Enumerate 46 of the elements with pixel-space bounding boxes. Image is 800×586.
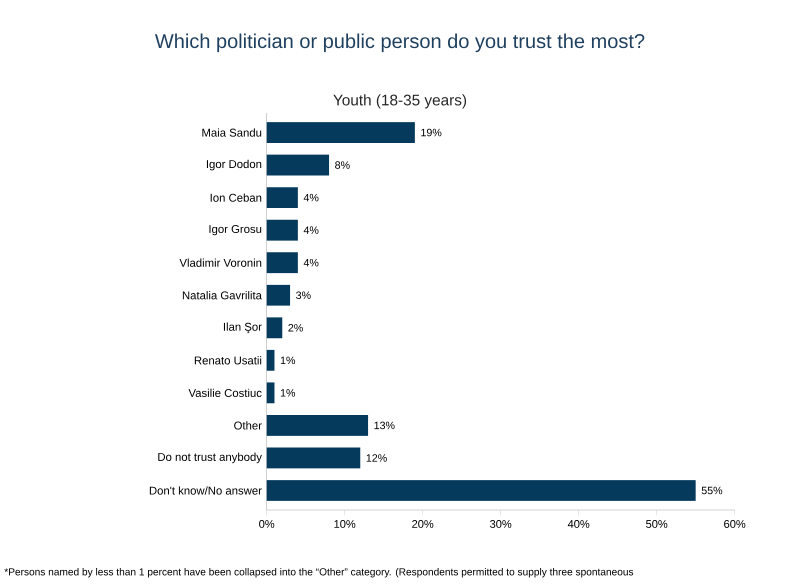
bar <box>266 317 282 338</box>
bar <box>266 122 415 143</box>
y-tick-label: Igor Dodon <box>206 160 262 170</box>
data-label: 13% <box>374 422 395 430</box>
data-label: 1% <box>280 356 296 364</box>
text: *Persons named by less than 1 percent have been collapsed into the “Other” category. (Respondents permitted to supply three spontaneous <box>4 568 634 578</box>
y-tick-label: Igor Grosu <box>209 225 262 236</box>
y-tick-label: Vladimir Voronin <box>179 258 262 267</box>
data-label: 4% <box>304 226 318 234</box>
y-tick-label: Do not trust anybody <box>158 452 262 464</box>
bar <box>266 480 696 501</box>
bar <box>266 350 274 371</box>
bar <box>266 154 330 176</box>
chart-subtitle: Youth (18-35 years) <box>333 94 466 109</box>
x-tick-label: 10% <box>334 520 356 528</box>
data-label: 55% <box>702 486 722 494</box>
x-tick-label: 20% <box>412 520 434 528</box>
y-tick-label: Other <box>234 421 262 430</box>
bar <box>266 382 274 404</box>
x-tick-label: 0% <box>259 520 274 528</box>
x-tick-label: 60% <box>724 520 746 528</box>
y-tick-label: Don't know/No answer <box>150 486 262 495</box>
bar <box>266 252 298 274</box>
y-tick-label: Ion Ceban <box>210 193 262 202</box>
y-tick-label: Renato Usatii <box>194 356 262 364</box>
data-label: 8% <box>335 161 350 169</box>
data-label: 12% <box>366 454 387 462</box>
x-tick-label: 50% <box>646 520 668 528</box>
data-label: 2% <box>288 324 303 332</box>
y-tick-label: Natalia Gavrilita <box>182 291 262 300</box>
chart-title: Which politician or public person do you trust the most? <box>154 34 644 52</box>
bar <box>266 448 360 468</box>
y-tick-label: Vasilie Costiuc <box>188 388 262 398</box>
data-label: 3% <box>296 291 311 300</box>
bar <box>266 284 290 306</box>
bar <box>266 414 368 436</box>
bar <box>266 187 298 208</box>
y-tick-label: Maia Sandu <box>202 128 262 137</box>
bar <box>266 220 298 241</box>
data-label: 4% <box>304 194 318 202</box>
y-tick-label: Ilan Şor <box>224 322 262 334</box>
data-label: 19% <box>421 128 442 136</box>
data-label: 1% <box>280 389 296 397</box>
x-tick-label: 40% <box>568 520 590 528</box>
data-label: 4% <box>304 258 318 266</box>
x-tick-label: 30% <box>490 520 512 528</box>
